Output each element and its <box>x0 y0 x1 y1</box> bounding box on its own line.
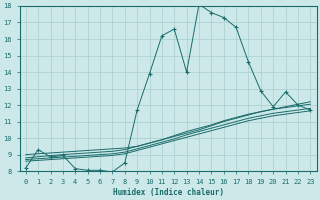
X-axis label: Humidex (Indice chaleur): Humidex (Indice chaleur) <box>113 188 224 197</box>
